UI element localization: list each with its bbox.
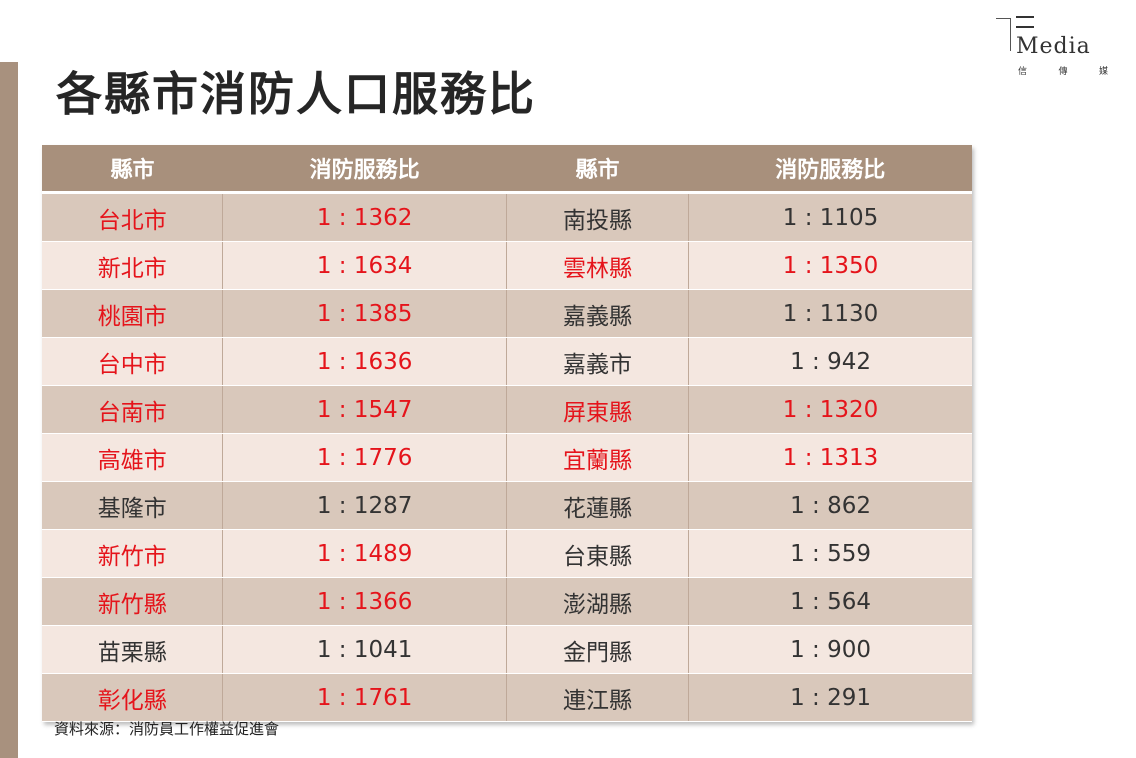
ratio-cell: 1 : 1761 bbox=[222, 673, 507, 722]
county-cell: 基隆市 bbox=[42, 481, 224, 530]
table-row: 彰化縣 1 : 1761 連江縣 1 : 291 bbox=[42, 673, 972, 722]
table-header-row: 縣市 消防服務比 縣市 消防服務比 bbox=[42, 145, 972, 194]
ratio-cell: 1 : 1287 bbox=[222, 481, 507, 530]
county-cell: 金門縣 bbox=[506, 625, 690, 674]
table-row: 桃園市 1 : 1385 嘉義縣 1 : 1130 bbox=[42, 289, 972, 338]
ratio-cell: 1 : 1313 bbox=[688, 433, 972, 482]
ratio-cell: 1 : 564 bbox=[688, 577, 972, 626]
county-cell: 新竹縣 bbox=[42, 577, 224, 626]
ratio-cell: 1 : 1366 bbox=[222, 577, 507, 626]
logo-word: Media bbox=[1016, 34, 1091, 59]
county-cell: 宜蘭縣 bbox=[506, 433, 690, 482]
header-ratio: 消防服務比 bbox=[222, 145, 507, 194]
media-logo: Media 信 傳 媒 bbox=[994, 12, 1114, 82]
county-cell: 台中市 bbox=[42, 337, 224, 386]
table-body: 台北市 1 : 1362 南投縣 1 : 1105 新北市 1 : 1634 雲林縣 1 : … bbox=[42, 192, 972, 722]
county-cell: 雲林縣 bbox=[506, 241, 690, 290]
county-cell: 屏東縣 bbox=[506, 385, 690, 434]
header-county: 縣市 bbox=[42, 145, 223, 194]
ratio-cell: 1 : 862 bbox=[688, 481, 972, 530]
county-cell: 台東縣 bbox=[506, 529, 690, 578]
ratio-cell: 1 : 1130 bbox=[688, 289, 972, 338]
ratio-cell: 1 : 1547 bbox=[222, 385, 507, 434]
county-cell: 高雄市 bbox=[42, 433, 224, 482]
county-cell: 桃園市 bbox=[42, 289, 224, 338]
table-row: 台北市 1 : 1362 南投縣 1 : 1105 bbox=[42, 192, 972, 242]
county-cell: 嘉義縣 bbox=[506, 289, 690, 338]
county-cell: 南投縣 bbox=[506, 192, 690, 242]
logo-char: 傳 bbox=[1058, 67, 1068, 77]
ratio-cell: 1 : 1776 bbox=[222, 433, 507, 482]
logo-lines bbox=[1016, 16, 1034, 28]
county-cell: 新北市 bbox=[42, 241, 224, 290]
header-county: 縣市 bbox=[506, 145, 689, 194]
ratio-cell: 1 : 1105 bbox=[688, 192, 972, 242]
ratio-cell: 1 : 1634 bbox=[222, 241, 507, 290]
ratio-cell: 1 : 942 bbox=[688, 337, 972, 386]
county-cell: 苗栗縣 bbox=[42, 625, 224, 674]
ratio-cell: 1 : 559 bbox=[688, 529, 972, 578]
ratio-cell: 1 : 1350 bbox=[688, 241, 972, 290]
table-row: 台中市 1 : 1636 嘉義市 1 : 942 bbox=[42, 337, 972, 386]
ratio-cell: 1 : 291 bbox=[688, 673, 972, 722]
table-row: 新竹市 1 : 1489 台東縣 1 : 559 bbox=[42, 529, 972, 578]
ratio-cell: 1 : 1320 bbox=[688, 385, 972, 434]
table-row: 新北市 1 : 1634 雲林縣 1 : 1350 bbox=[42, 241, 972, 290]
ratio-cell: 1 : 1385 bbox=[222, 289, 507, 338]
table-row: 苗栗縣 1 : 1041 金門縣 1 : 900 bbox=[42, 625, 972, 674]
source-note: 資料來源：消防員工作權益促進會 bbox=[54, 720, 280, 738]
logo-char: 信 bbox=[1018, 67, 1028, 77]
table-row: 基隆市 1 : 1287 花蓮縣 1 : 862 bbox=[42, 481, 972, 530]
ratio-cell: 1 : 1489 bbox=[222, 529, 507, 578]
left-accent-bar bbox=[0, 62, 18, 758]
ratio-cell: 1 : 1636 bbox=[222, 337, 507, 386]
county-cell: 澎湖縣 bbox=[506, 577, 690, 626]
header-ratio: 消防服務比 bbox=[688, 145, 972, 194]
table-row: 新竹縣 1 : 1366 澎湖縣 1 : 564 bbox=[42, 577, 972, 626]
ratio-cell: 1 : 900 bbox=[688, 625, 972, 674]
county-cell: 台南市 bbox=[42, 385, 224, 434]
logo-char: 媒 bbox=[1098, 67, 1108, 77]
logo-mark bbox=[996, 18, 1011, 51]
table-row: 台南市 1 : 1547 屏東縣 1 : 1320 bbox=[42, 385, 972, 434]
page-title: 各縣市消防人口服務比 bbox=[56, 67, 536, 121]
county-cell: 彰化縣 bbox=[42, 673, 224, 722]
service-ratio-table: 縣市 消防服務比 縣市 消防服務比 台北市 1 : 1362 南投縣 1 : 1105… bbox=[42, 145, 972, 722]
county-cell: 連江縣 bbox=[506, 673, 690, 722]
county-cell: 嘉義市 bbox=[506, 337, 690, 386]
ratio-cell: 1 : 1041 bbox=[222, 625, 507, 674]
county-cell: 台北市 bbox=[42, 192, 224, 242]
table-row: 高雄市 1 : 1776 宜蘭縣 1 : 1313 bbox=[42, 433, 972, 482]
county-cell: 花蓮縣 bbox=[506, 481, 690, 530]
logo-chinese: 信 傳 媒 bbox=[1018, 64, 1108, 77]
county-cell: 新竹市 bbox=[42, 529, 224, 578]
ratio-cell: 1 : 1362 bbox=[222, 192, 507, 242]
